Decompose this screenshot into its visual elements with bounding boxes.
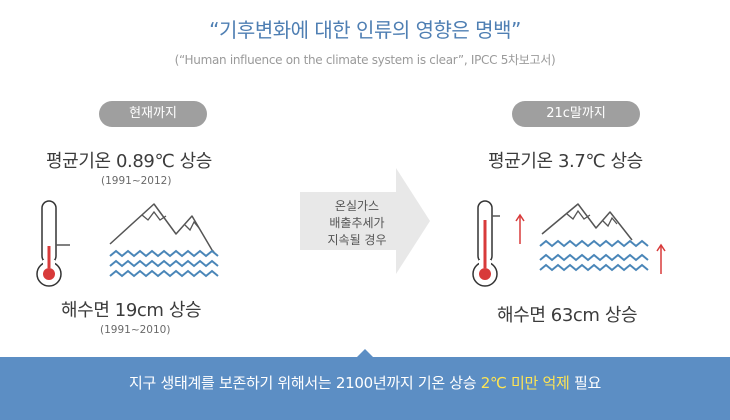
mountain-waves-icon	[109, 203, 219, 278]
future-sea-text: 해수면 63cm 상승	[497, 305, 638, 326]
current-temp-text: 평균기온 0.89℃ 상승	[46, 151, 212, 172]
conclusion-highlight: 2℃ 미만 억제	[480, 374, 570, 392]
future-period-badge: 21c말까지	[512, 101, 640, 127]
transition-line-1: 온실가스	[334, 199, 380, 213]
transition-line-3: 지속될 경우	[327, 233, 387, 247]
banner-pointer	[356, 349, 374, 358]
transition-label: 온실가스 배출추세가 지속될 경우	[304, 198, 410, 249]
current-sea-period: (1991~2010)	[100, 324, 171, 336]
transition-line-2: 배출추세가	[329, 216, 385, 230]
thermometer-rising-icon	[472, 200, 525, 287]
conclusion-text: 지구 생태계를 보존하기 위해서는 2100년까지 기온 상승 2℃ 미만 억제…	[0, 372, 730, 393]
thermometer-icon	[36, 200, 70, 287]
page-title: “기후변화에 대한 인류의 영향은 명백”	[209, 18, 521, 42]
conclusion-text-start: 지구 생태계를 보존하기 위해서는 2100년까지 기온 상승	[129, 374, 481, 392]
mountain-waves-rising-icon	[539, 203, 666, 274]
current-sea-text: 해수면 19cm 상승	[61, 300, 202, 321]
page-subtitle: (“Human influence on the climate system …	[174, 53, 556, 67]
current-temp-period: (1991~2012)	[101, 175, 172, 187]
conclusion-banner	[0, 357, 730, 420]
transition-arrow	[300, 168, 430, 274]
current-period-badge: 현재까지	[99, 101, 207, 127]
future-temp-text: 평균기온 3.7℃ 상승	[488, 151, 643, 172]
conclusion-text-end: 필요	[569, 374, 601, 392]
